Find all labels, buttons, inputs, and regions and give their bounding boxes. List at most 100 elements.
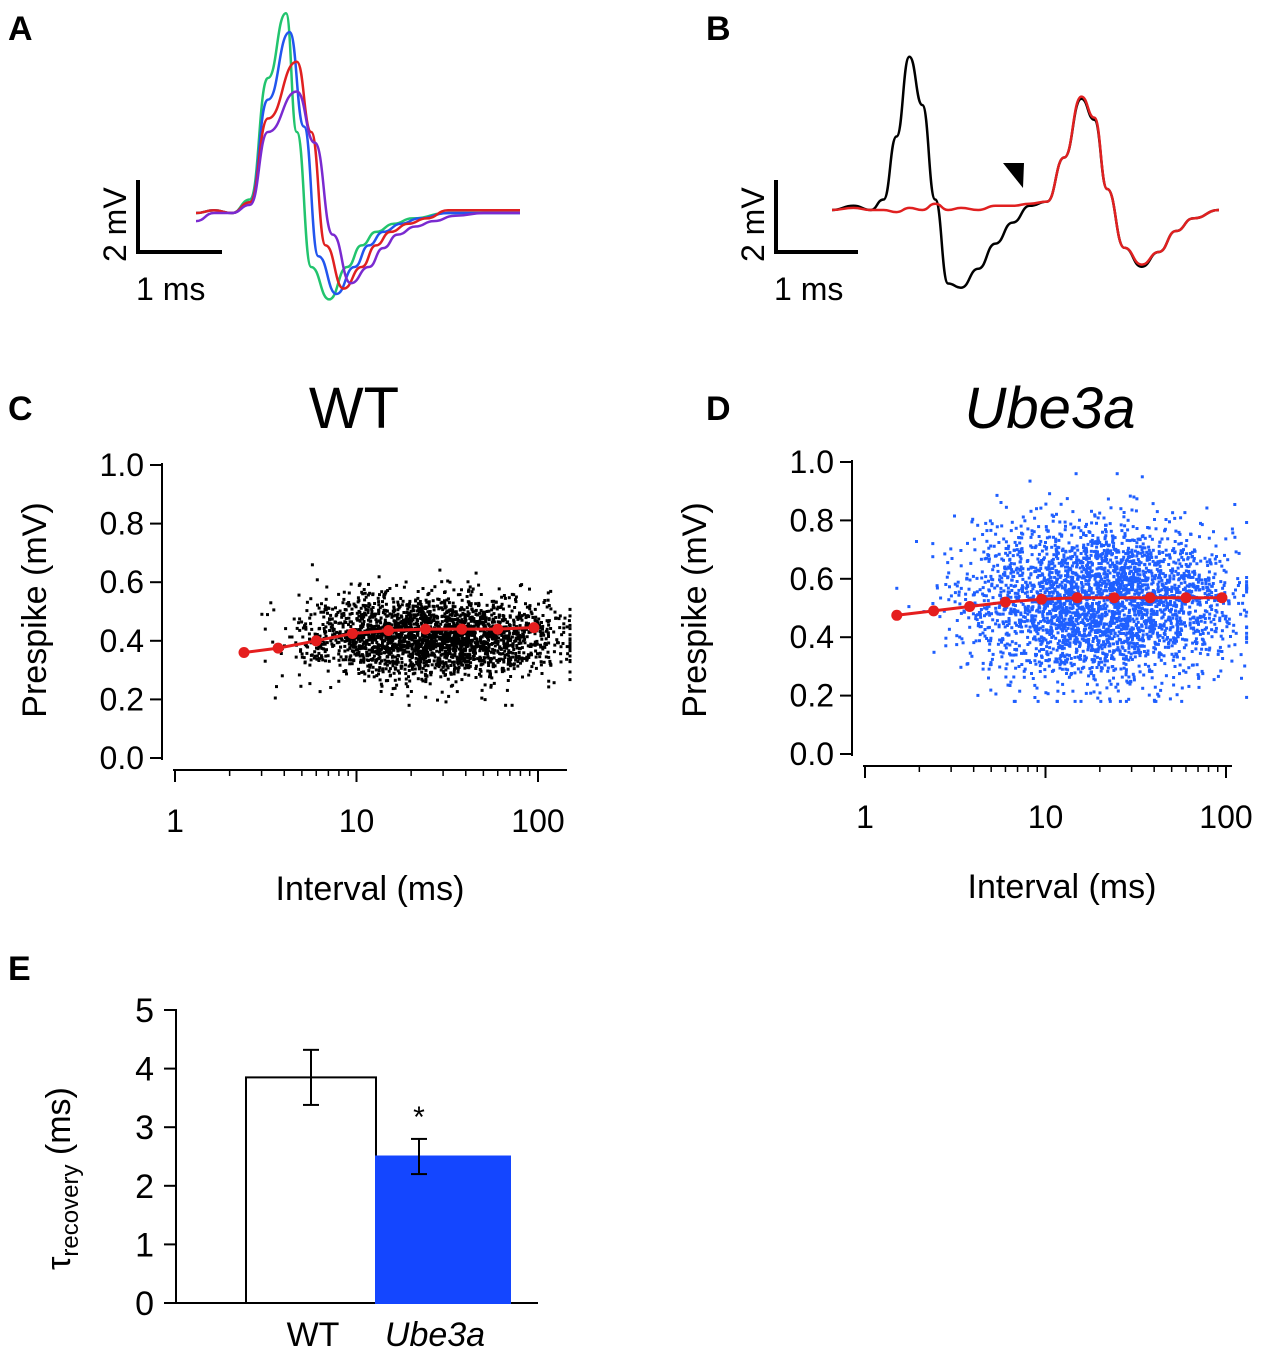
scatter-point bbox=[329, 613, 333, 617]
scatter-point bbox=[502, 617, 506, 621]
scatter-point bbox=[407, 641, 411, 645]
scatter-point bbox=[1130, 550, 1134, 554]
scatter-point bbox=[527, 622, 530, 626]
scatter-point bbox=[1169, 626, 1173, 630]
y-tick-label: 1.0 bbox=[100, 447, 144, 483]
scatter-point bbox=[337, 636, 341, 640]
scatter-point bbox=[1052, 603, 1056, 607]
scatter-point bbox=[482, 631, 486, 635]
scatter-point bbox=[288, 635, 292, 639]
scatter-point bbox=[1192, 548, 1196, 552]
scatter-point bbox=[1105, 551, 1108, 555]
scatter-point bbox=[1055, 660, 1059, 664]
scatter-point bbox=[507, 651, 511, 655]
scatter-point bbox=[942, 609, 946, 613]
scatter-point bbox=[1096, 696, 1100, 700]
scatter-point bbox=[1102, 549, 1106, 552]
scatter-point bbox=[398, 633, 402, 636]
scatter-point bbox=[475, 638, 479, 642]
scatter-point bbox=[1006, 547, 1010, 551]
scatter-point bbox=[1176, 566, 1180, 570]
scatter-point bbox=[457, 619, 460, 623]
scatter-point bbox=[411, 606, 415, 610]
scatter-point bbox=[1087, 640, 1090, 644]
scatter-point bbox=[1208, 646, 1212, 650]
scatter-point bbox=[1150, 571, 1154, 575]
scatter-point bbox=[519, 635, 523, 639]
scatter-point bbox=[1140, 603, 1144, 607]
scatter-point bbox=[1004, 540, 1008, 544]
scatter-point bbox=[1171, 569, 1174, 573]
scatter-point bbox=[1180, 604, 1184, 608]
scatter-point bbox=[1014, 568, 1018, 572]
scatter-point bbox=[1029, 565, 1033, 569]
scatter-point bbox=[501, 614, 505, 617]
scatter-point bbox=[1011, 554, 1015, 558]
scatter-point bbox=[1205, 506, 1209, 510]
scatter-point bbox=[1037, 605, 1041, 609]
scatter-point bbox=[1129, 582, 1133, 586]
scatter-point bbox=[1083, 616, 1087, 619]
scatter-point bbox=[419, 616, 422, 620]
scatter-point bbox=[453, 651, 457, 655]
scatter-point bbox=[1074, 561, 1077, 565]
scatter-point bbox=[400, 639, 404, 643]
scatter-point bbox=[507, 636, 511, 640]
scatter-point bbox=[312, 656, 316, 660]
scatter-point bbox=[1138, 581, 1142, 585]
scatter-point bbox=[1122, 666, 1126, 670]
scatter-point bbox=[1156, 576, 1160, 580]
y-tick-label: 0.0 bbox=[100, 740, 144, 776]
scatter-point bbox=[367, 633, 370, 637]
scatter-point bbox=[512, 620, 516, 624]
scatter-point bbox=[1035, 627, 1039, 631]
scatter-point bbox=[466, 610, 470, 614]
scatter-point bbox=[998, 604, 1002, 608]
scatter-point bbox=[1160, 681, 1164, 685]
scatter-point bbox=[1001, 612, 1005, 616]
scatter-point bbox=[443, 601, 447, 605]
scatter-point bbox=[1077, 601, 1081, 605]
scatter-point bbox=[552, 650, 556, 654]
scatter-point bbox=[391, 659, 395, 663]
scatter-point bbox=[1170, 588, 1174, 592]
scatter-point bbox=[1081, 649, 1085, 653]
scatter-point bbox=[1119, 573, 1123, 577]
scatter-point bbox=[1047, 594, 1051, 598]
scatter-point bbox=[434, 629, 438, 633]
scatter-point bbox=[1125, 578, 1129, 582]
scatter-point bbox=[512, 648, 516, 651]
panel-label-c: C bbox=[8, 390, 33, 428]
scatter-point bbox=[1190, 650, 1194, 653]
scatter-point bbox=[1103, 663, 1107, 667]
scatter-point bbox=[1122, 515, 1126, 519]
scatter-point bbox=[470, 590, 474, 594]
scatter-point bbox=[1060, 534, 1064, 538]
scatter-point bbox=[420, 677, 424, 681]
scatter-point bbox=[337, 592, 341, 596]
scatter-point bbox=[1245, 521, 1249, 524]
scatter-point bbox=[1195, 663, 1199, 667]
scatter-point bbox=[457, 666, 461, 669]
scatter-point bbox=[315, 578, 319, 582]
scatter-point bbox=[429, 653, 433, 657]
scatter-point bbox=[1013, 612, 1017, 616]
scatter-point bbox=[416, 677, 420, 681]
scatter-point bbox=[1060, 644, 1064, 648]
scatter-point bbox=[1013, 621, 1017, 625]
scatter-point bbox=[362, 622, 365, 626]
scatter-point bbox=[986, 553, 990, 557]
scatter-point bbox=[1212, 530, 1215, 534]
scatter-point bbox=[1082, 634, 1086, 638]
scatter-point bbox=[1033, 696, 1037, 699]
scatter-point bbox=[1195, 628, 1199, 632]
scatter-point bbox=[459, 657, 463, 661]
scatter-point bbox=[1208, 612, 1212, 616]
scatter-point bbox=[445, 643, 449, 647]
y-tick-label: 0.6 bbox=[100, 564, 144, 600]
scatter-point bbox=[1112, 657, 1116, 661]
scatter-point bbox=[1012, 675, 1016, 679]
scatter-point bbox=[1030, 529, 1034, 533]
scatter-point bbox=[301, 626, 305, 630]
y-tick-label: 0.4 bbox=[100, 623, 144, 659]
